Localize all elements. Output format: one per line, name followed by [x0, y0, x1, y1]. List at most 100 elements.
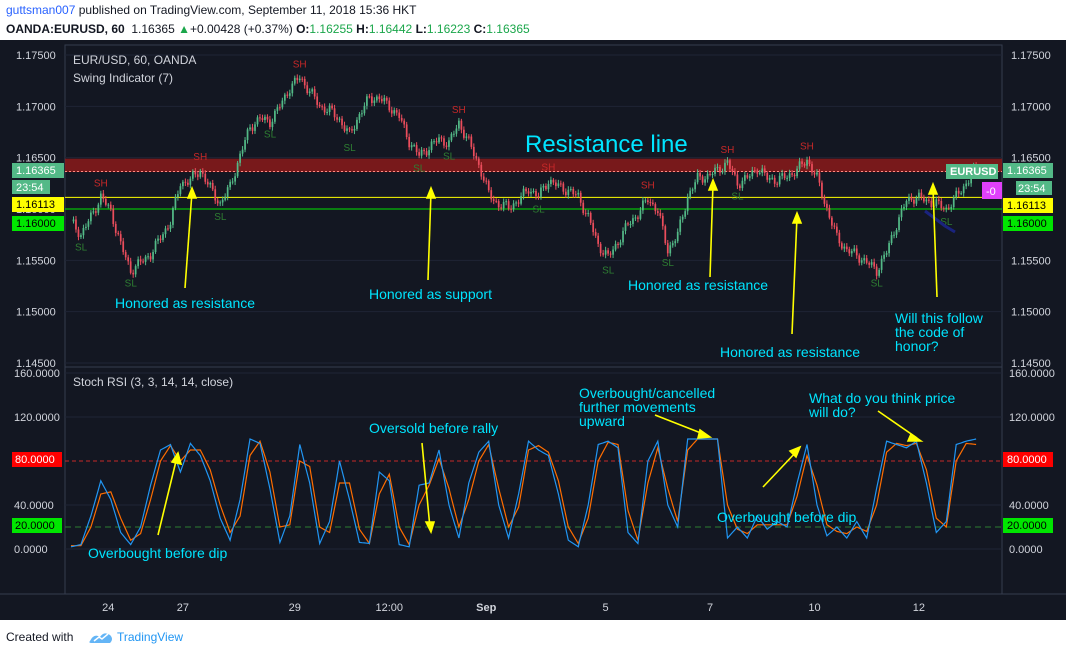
last-price-badge-right	[1003, 163, 1053, 178]
candle-body	[756, 170, 759, 174]
symbol-label: OANDA:EURUSD, 60	[6, 22, 125, 36]
candle-body	[472, 146, 475, 156]
support-yellow-badge-right	[1003, 198, 1053, 213]
candle-body	[303, 78, 306, 86]
will-follow-line-1: Will this follow	[895, 310, 984, 326]
candle-body	[850, 251, 853, 254]
candle-body	[99, 193, 102, 205]
candle-body	[699, 172, 701, 177]
candle-body	[420, 149, 423, 156]
candle-body	[485, 180, 488, 182]
candle-body	[139, 259, 142, 262]
candle-body	[266, 116, 269, 120]
author-link[interactable]: guttsman007	[6, 3, 76, 17]
candle-body	[758, 172, 761, 174]
candle-body	[87, 221, 90, 227]
candle-body	[741, 180, 744, 189]
stoch-tick-left: 40.0000	[14, 500, 54, 512]
candle-body	[858, 255, 861, 263]
candle-body	[651, 202, 654, 205]
candle-body	[520, 196, 522, 204]
candle-body	[706, 173, 709, 180]
tradingview-logo-icon[interactable]	[88, 629, 114, 645]
price-tick-right: 1.15000	[1011, 307, 1051, 319]
candle-body	[244, 140, 246, 150]
candle-body	[505, 201, 508, 203]
swing-low-label: SL	[662, 258, 675, 269]
chart-svg[interactable]: 1.17500 1.17500 1.17000 1.17000 1.16500 1.165…	[0, 40, 1066, 620]
candle-body	[368, 96, 371, 98]
honored-resistance-annotation-1: Honored as resistance	[115, 295, 255, 311]
candle-body	[403, 120, 406, 125]
candle-body	[594, 232, 597, 236]
candle-body	[147, 256, 149, 258]
candle-body	[831, 217, 833, 226]
price-tick-left: 1.15000	[16, 307, 56, 319]
candle-body	[865, 258, 868, 263]
candle-body	[716, 166, 719, 168]
candle-body	[191, 171, 194, 179]
candle-body	[500, 207, 503, 209]
stoch-lower-label-left: 20.0000	[15, 520, 55, 532]
candle-body	[336, 117, 338, 120]
candle-body	[216, 200, 219, 204]
candle-body	[261, 118, 264, 121]
candle-body	[751, 170, 754, 177]
candle-body	[328, 105, 331, 113]
candle-body	[482, 176, 485, 181]
candle-body	[584, 213, 587, 215]
tradingview-brand-link[interactable]: TradingView	[117, 630, 184, 644]
candle-body	[587, 212, 590, 214]
candle-body	[676, 231, 679, 242]
candle-body	[542, 185, 545, 188]
support-yellow-label-left: 1.16113	[16, 199, 55, 211]
swing-labels: SL SH SL SH SL SL SH SL SL SL SH SL SH SL SH SL SH SL SH SL…	[75, 60, 953, 290]
candle-body	[736, 174, 739, 186]
candle-body	[547, 183, 550, 190]
candle-body	[838, 232, 841, 244]
candle-body	[214, 189, 217, 201]
candle-body	[492, 199, 495, 201]
candle-body	[619, 242, 622, 245]
will-follow-line-3: honor?	[895, 338, 939, 354]
candle-body	[433, 141, 435, 143]
candle-body	[806, 159, 808, 166]
support-green-label-left: 1.16000	[16, 218, 56, 230]
candle-body	[196, 174, 199, 177]
candle-body	[184, 181, 187, 183]
overbought-cancelled-line-1: Overbought/cancelled	[579, 385, 715, 401]
candle-body	[868, 262, 871, 265]
candle-body	[77, 229, 80, 237]
overbought-dip-annotation-2: Overbought before dip	[717, 509, 857, 525]
stoch-lower-badge-right	[1003, 518, 1053, 533]
time-axis[interactable]: 24 27 29 12:00 Sep 5 7 10 12	[102, 602, 925, 614]
candle-body	[127, 257, 130, 262]
candle-body	[418, 152, 420, 156]
candle-body	[786, 177, 788, 179]
candle-body	[301, 78, 304, 80]
candle-body	[164, 228, 167, 235]
candle-body	[622, 230, 624, 243]
candle-body	[550, 179, 552, 184]
stoch-k-line	[70, 438, 977, 548]
candle-body	[507, 201, 510, 209]
candle-body	[970, 175, 973, 184]
candle-body	[269, 119, 271, 128]
candle-body	[681, 216, 684, 220]
candle-body	[942, 208, 945, 210]
candle-body	[395, 110, 398, 113]
arrow-overbought-dip-2	[762, 450, 798, 488]
open-label: O:	[296, 22, 310, 36]
candle-body	[818, 172, 821, 183]
candle-body	[405, 124, 408, 138]
candle-body	[569, 188, 572, 190]
candle-body	[346, 128, 348, 131]
projection-line	[924, 209, 956, 234]
last-price-label-left: 1.16365	[16, 165, 56, 177]
candle-body	[75, 219, 77, 230]
candle-body	[947, 207, 950, 209]
candle-body	[114, 223, 117, 233]
time-tick: 27	[177, 602, 189, 614]
chart-area[interactable]: 1.17500 1.17500 1.17000 1.17000 1.16500 1.165…	[0, 40, 1066, 620]
candle-body	[669, 245, 672, 254]
